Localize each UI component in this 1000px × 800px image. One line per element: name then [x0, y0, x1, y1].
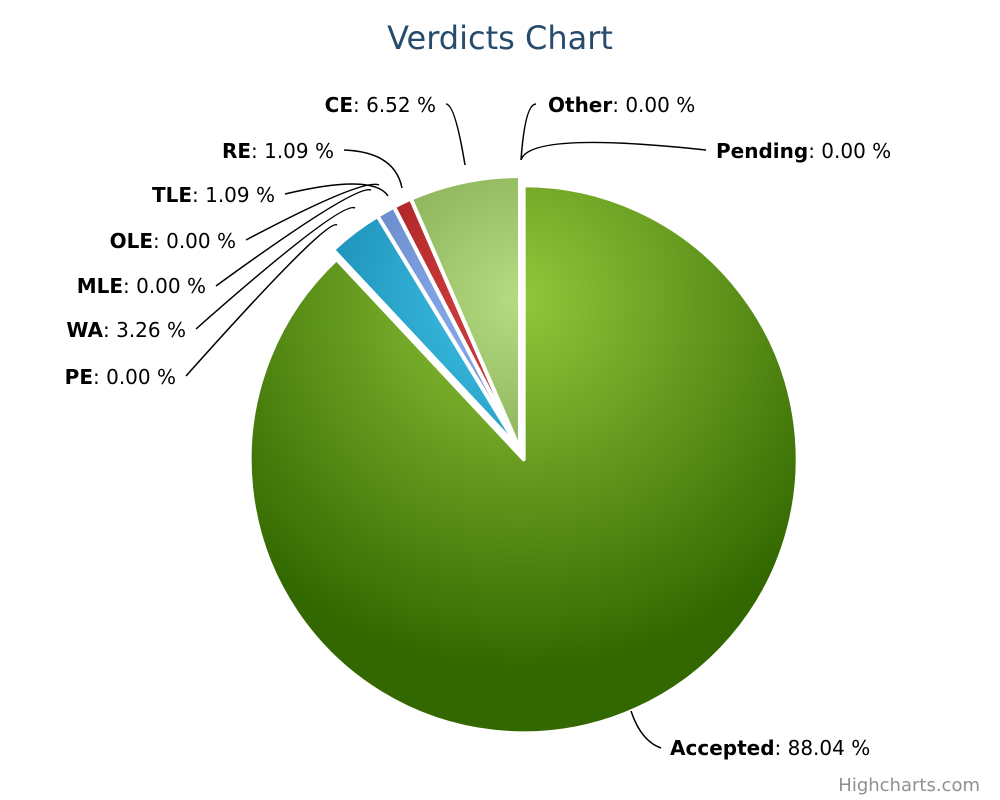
data-labels: Accepted: 88.04 % PE: 0.00 % WA: 3.26 % MLE…	[65, 93, 892, 760]
data-label-other: Other: 0.00 %	[548, 93, 695, 117]
connector-tle	[284, 183, 389, 197]
label-connectors	[185, 103, 707, 749]
data-label-pe: PE: 0.00 %	[65, 365, 176, 389]
data-label-wa: WA: 3.26 %	[66, 318, 186, 342]
data-label-re: RE: 1.09 %	[222, 139, 334, 163]
data-label-ce: CE: 6.52 %	[325, 93, 436, 117]
connector-mle	[215, 188, 372, 287]
data-label-mle: MLE: 0.00 %	[77, 274, 206, 298]
connector-ole	[245, 183, 380, 241]
slice-accepted[interactable]	[247, 183, 800, 736]
slice-ce[interactable]	[408, 174, 522, 452]
data-label-accepted: Accepted: 88.04 %	[670, 736, 870, 760]
data-label-tle: TLE: 1.09 %	[152, 183, 275, 207]
credits-link[interactable]: Highcharts.com	[838, 775, 980, 796]
data-label-ole: OLE: 0.00 %	[110, 229, 236, 253]
connector-wa	[195, 206, 356, 330]
connector-accepted	[630, 710, 662, 749]
pie-slices	[247, 174, 800, 736]
chart-title: Verdicts Chart	[387, 19, 613, 57]
connector-other	[520, 103, 537, 161]
connector-pending	[520, 141, 707, 161]
connector-ce	[445, 103, 466, 166]
connector-pe	[185, 224, 338, 377]
connector-re	[343, 149, 403, 189]
data-label-pending: Pending: 0.00 %	[716, 139, 891, 163]
